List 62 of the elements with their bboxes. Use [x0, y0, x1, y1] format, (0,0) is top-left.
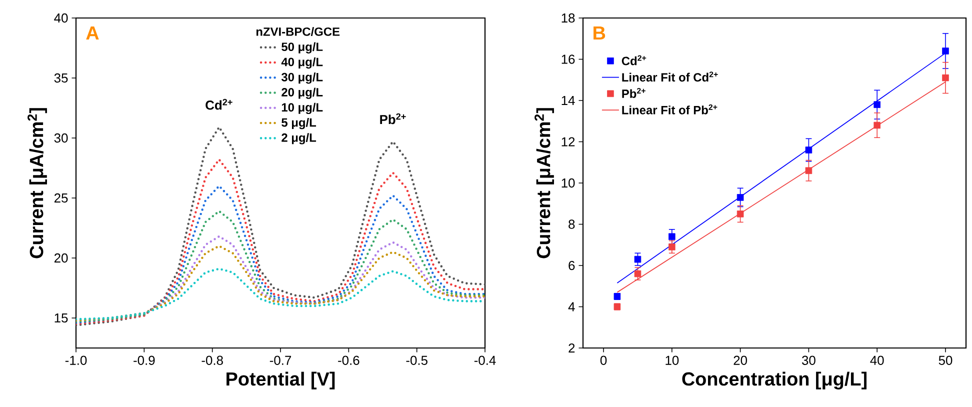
y-tick-label: 30 [54, 133, 68, 143]
point [736, 194, 744, 201]
x-axis-title: Potential [V] [226, 372, 335, 390]
annotation: B [594, 26, 606, 40]
y-tick-label: 10 [562, 178, 575, 188]
x-tick-label: -0.6 [338, 356, 360, 365]
y-axis-title: Current [μA/cm$^{2}$] [534, 108, 554, 258]
legend-label: 2 μg/L [282, 133, 316, 144]
legend-title: nZVI-BPC/GCE [256, 27, 340, 36]
x-tick-label: -0.4 [474, 356, 496, 365]
legend-label: Linear Fit of Pb$^{2+}$ [622, 104, 718, 114]
legend-label: 10 μg/L [282, 102, 323, 114]
line-series [76, 158, 486, 326]
point [668, 233, 676, 240]
y-axis-title: Current [μA/cm$^{2}$] [28, 108, 47, 258]
y-tick-label: 14 [562, 96, 575, 105]
x-tick-label: -0.7 [270, 356, 292, 365]
point [942, 74, 949, 82]
x-tick-label: 50 [938, 356, 952, 365]
legend-label: Pb$^{2+}$ [622, 88, 646, 98]
x-tick-label: 40 [870, 356, 884, 365]
x-tick-label: 10 [666, 356, 679, 365]
legend-label: 5 μg/L [282, 118, 316, 130]
y-tick-label: 2 [568, 343, 575, 353]
legend-label: 50 μg/L [282, 42, 323, 54]
y-tick-label: 16 [562, 54, 575, 64]
point [874, 122, 880, 129]
x-tick-label: 0 [600, 356, 607, 365]
x-tick-label: -0.8 [202, 356, 223, 365]
y-tick-label: 35 [54, 73, 68, 83]
legend-label: 30 μg/L [281, 72, 323, 84]
y-tick-label: 15 [54, 313, 68, 323]
y-tick-label: 20 [54, 253, 68, 263]
y-tick-label: 8 [568, 220, 575, 229]
legend-label: 40 μg/L [281, 57, 323, 69]
point [805, 167, 812, 174]
y-tick-label: 4 [568, 302, 575, 312]
point [634, 256, 642, 263]
line-series [76, 210, 486, 323]
annotation: A [86, 26, 99, 40]
y-tick-label: 6 [568, 260, 575, 270]
y-tick-label: 12 [562, 137, 575, 146]
point [942, 48, 949, 54]
point [634, 270, 642, 278]
x-tick-label: 20 [734, 356, 748, 365]
y-tick-label: 18 [562, 13, 575, 23]
annotation: Pb$^{2+}$ [380, 113, 406, 124]
legend-label: Linear Fit of Cd$^{2+}$ [622, 72, 718, 82]
x-tick-label: -0.9 [134, 356, 155, 365]
x-tick-label: -0.5 [406, 356, 428, 365]
y-tick-label: 25 [54, 193, 68, 203]
annotation: Cd$^{2+}$ [206, 98, 232, 110]
point [874, 101, 880, 108]
legend-label: 20 μg/L [282, 88, 323, 99]
y-tick-label: 40 [54, 13, 68, 23]
x-tick-label: -1.0 [65, 356, 87, 365]
x-tick-label: 30 [802, 356, 816, 365]
point [736, 210, 744, 218]
legend-label: Cd$^{2+}$ [622, 55, 646, 66]
x-axis-title: Concentration [μg/L] [682, 372, 867, 390]
point [805, 146, 812, 154]
point [668, 244, 676, 250]
